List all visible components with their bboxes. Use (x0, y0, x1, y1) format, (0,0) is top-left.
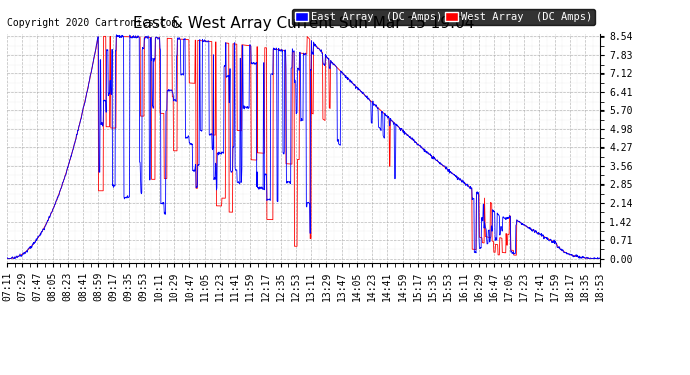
Title: East & West Array Current Sun Mar 15 19:04: East & West Array Current Sun Mar 15 19:… (133, 16, 474, 31)
Text: Copyright 2020 Cartronics.com: Copyright 2020 Cartronics.com (7, 18, 177, 28)
Legend: East Array  (DC Amps), West Array  (DC Amps): East Array (DC Amps), West Array (DC Amp… (292, 9, 595, 26)
